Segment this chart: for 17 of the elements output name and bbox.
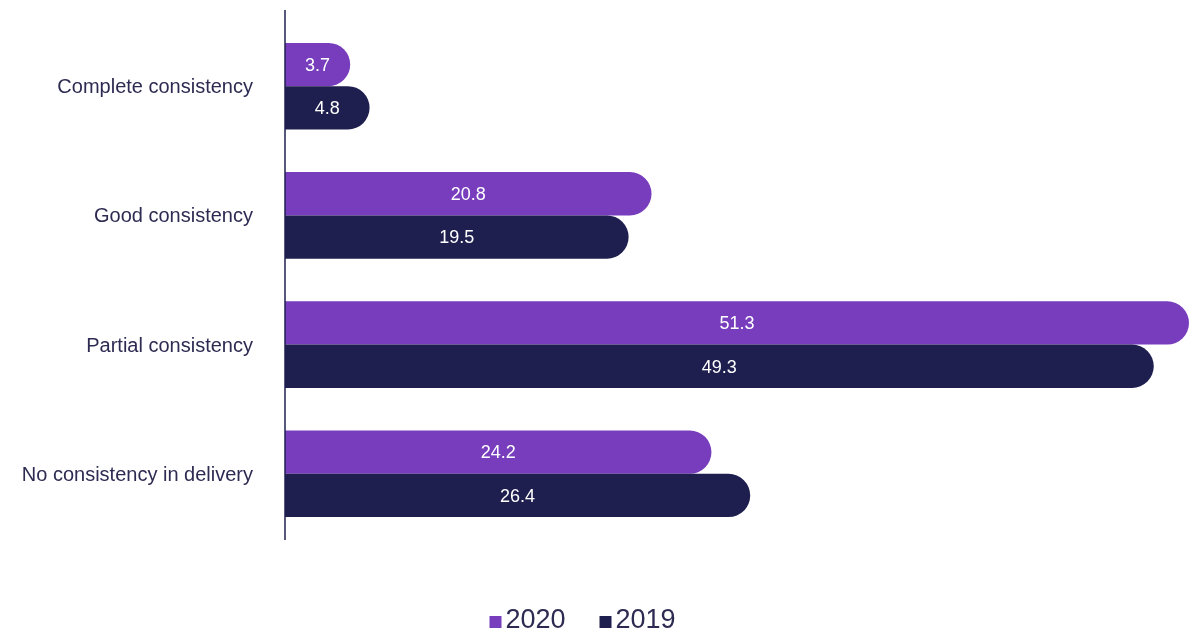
data-label: 4.8 [314, 98, 340, 119]
data-label: 26.4 [500, 485, 536, 506]
data-label: 24.2 [480, 442, 516, 463]
data-label: 51.3 [719, 313, 755, 334]
data-label: 19.5 [439, 227, 475, 248]
bar [285, 172, 652, 216]
bar [285, 430, 712, 474]
y-tick-label: Complete consistency [57, 75, 253, 98]
legend-label: 2020 [505, 604, 566, 634]
legend-label: 2019 [615, 604, 676, 634]
data-label: 3.7 [305, 54, 331, 75]
data-label: 20.8 [450, 184, 486, 205]
y-tick-label: No consistency in delivery [21, 462, 253, 485]
data-label: 49.3 [701, 356, 737, 377]
y-tick-label: Partial consistency [86, 333, 253, 356]
y-tick-label: Good consistency [94, 204, 253, 227]
bar [285, 301, 1189, 345]
